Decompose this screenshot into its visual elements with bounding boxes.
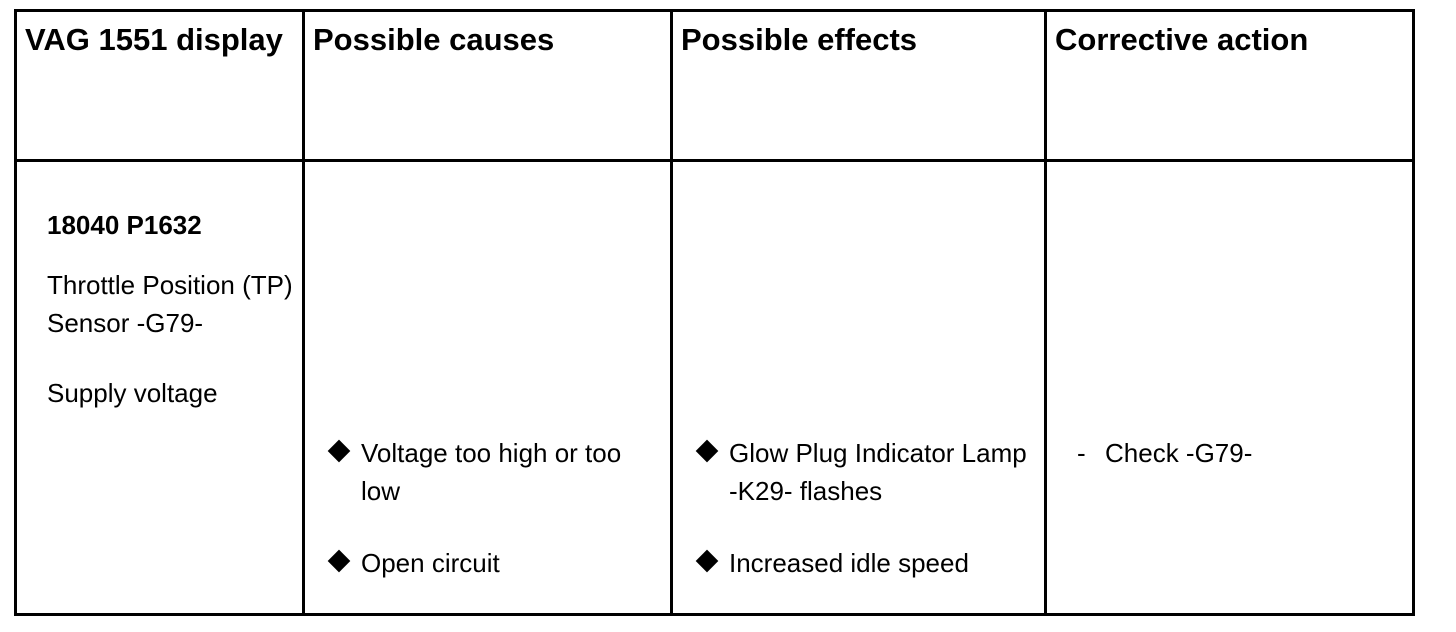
header-causes: Possible causes (302, 9, 673, 162)
fault-type: Supply voltage (47, 378, 218, 408)
header-row: VAG 1551 display Possible causes Possibl… (14, 9, 1415, 162)
header-display: VAG 1551 display (14, 9, 305, 162)
cause-text: Open circuit (361, 548, 500, 578)
list-item: Voltage too high or too low (327, 434, 662, 510)
action-cell: - Check -G79- (1044, 159, 1415, 616)
causes-cell: Voltage too high or too low Open circuit (302, 159, 673, 616)
display-cell: 18040 P1632 Throttle Position (TP) Senso… (14, 159, 305, 616)
effect-text: Glow Plug Indicator Lamp -K29- flashes (729, 438, 1027, 506)
causes-list: Voltage too high or too low Open circuit (327, 434, 662, 616)
effects-list: Glow Plug Indicator Lamp -K29- flashes I… (695, 434, 1036, 616)
diamond-bullet-icon (327, 549, 351, 573)
cause-text: Voltage too high or too low (361, 438, 622, 506)
diamond-bullet-icon (695, 549, 719, 573)
dash-marker: - (1077, 438, 1086, 468)
list-item: - Check -G79- (1077, 434, 1252, 472)
effects-cell: Glow Plug Indicator Lamp -K29- flashes I… (670, 159, 1047, 616)
list-item: Open circuit (327, 544, 662, 582)
fault-code: 18040 P1632 (47, 210, 202, 240)
header-action: Corrective action (1044, 9, 1415, 162)
diamond-bullet-icon (695, 439, 719, 463)
effect-text: Increased idle speed (729, 548, 969, 578)
header-effects: Possible effects (670, 9, 1047, 162)
list-item: Increased idle speed (695, 544, 1036, 582)
component-name: Throttle Position (TP) Sensor -G79- (47, 270, 293, 338)
action-text: Check -G79- (1105, 438, 1253, 468)
diamond-bullet-icon (327, 439, 351, 463)
list-item: Glow Plug Indicator Lamp -K29- flashes (695, 434, 1036, 510)
action-list: - Check -G79- (1077, 434, 1252, 472)
table-row: 18040 P1632 Throttle Position (TP) Senso… (14, 159, 1415, 616)
fault-code-table: VAG 1551 display Possible causes Possibl… (14, 9, 1415, 616)
